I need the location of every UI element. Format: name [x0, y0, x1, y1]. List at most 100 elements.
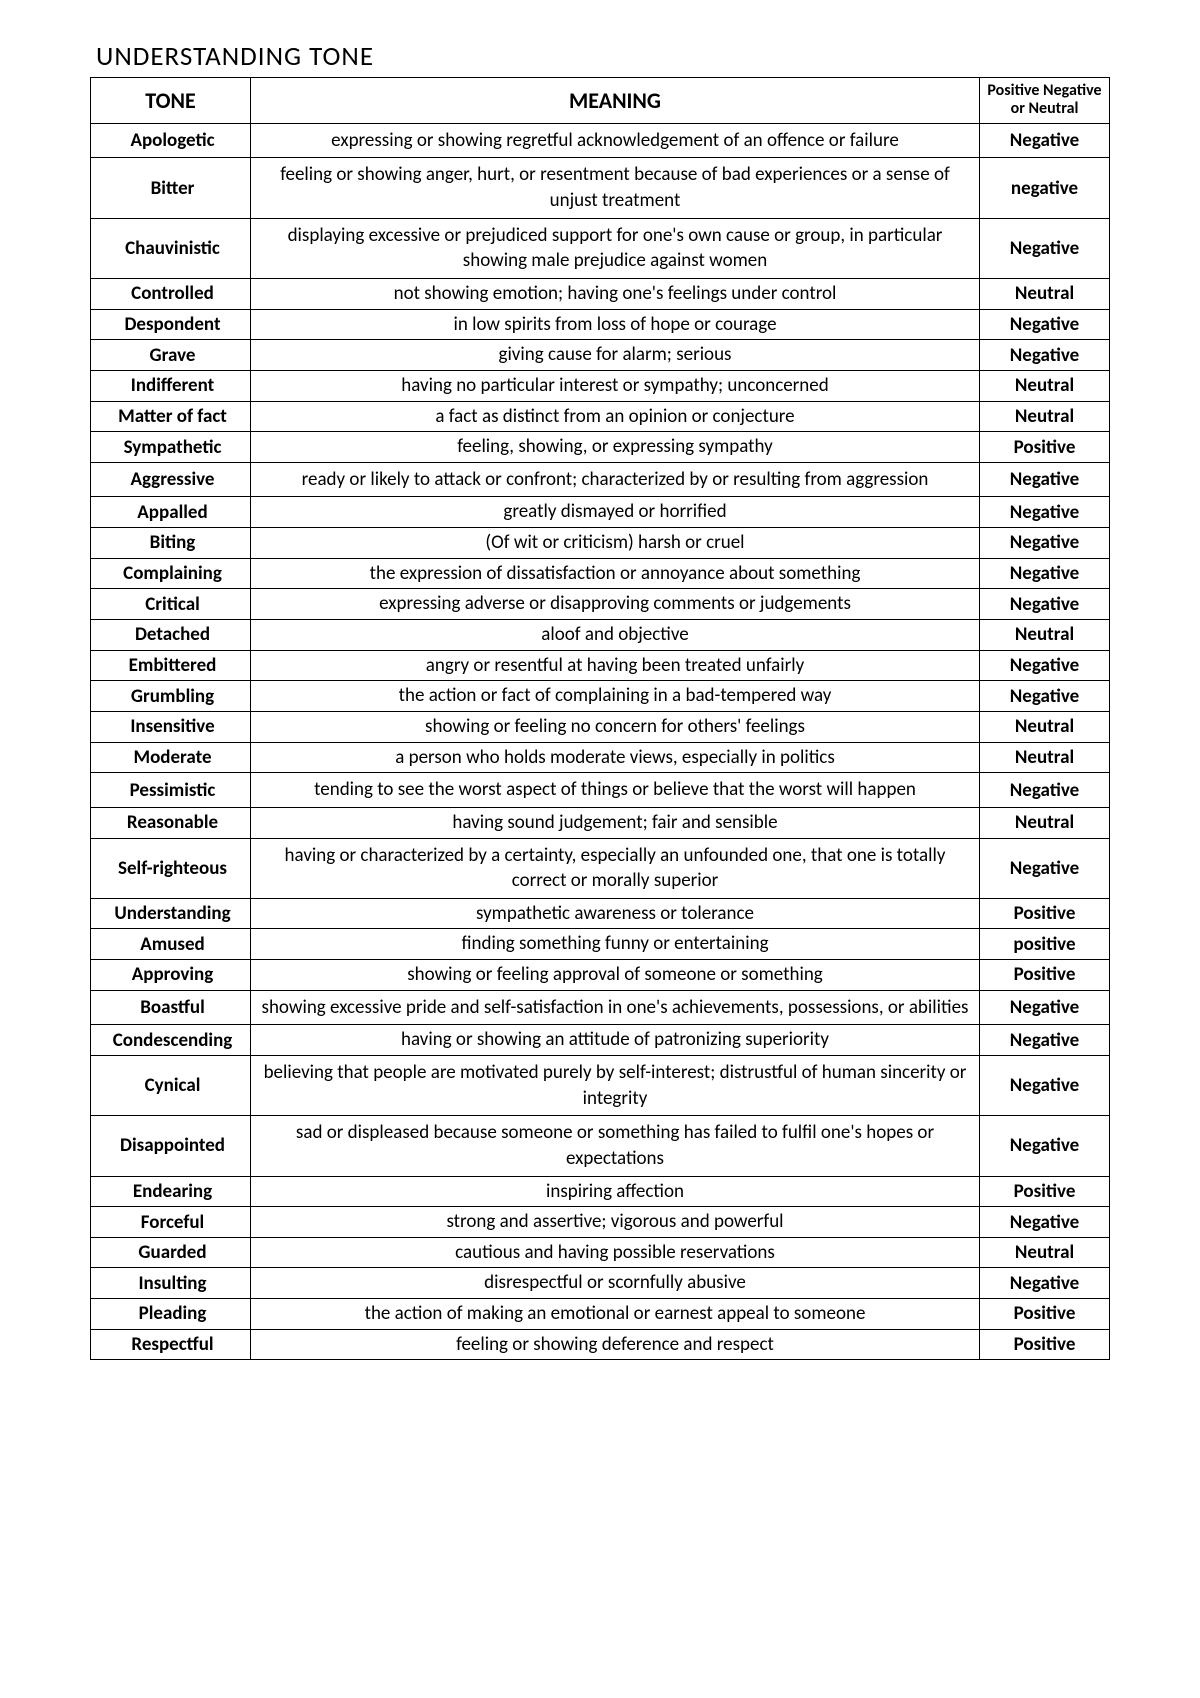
table-row: Appalledgreatly dismayed or horrifiedNeg…: [91, 497, 1110, 528]
table-row: Moderatea person who holds moderate view…: [91, 742, 1110, 773]
cell-meaning: cautious and having possible reservation…: [251, 1237, 980, 1268]
cell-class: negative: [980, 158, 1110, 218]
table-row: Condescendinghaving or showing an attitu…: [91, 1025, 1110, 1056]
cell-tone: Forceful: [91, 1207, 251, 1238]
table-row: Disappointedsad or displeased because so…: [91, 1116, 1110, 1176]
cell-class: Negative: [980, 309, 1110, 340]
table-row: Aggressiveready or likely to attack or c…: [91, 462, 1110, 497]
cell-meaning: expressing or showing regretful acknowle…: [251, 123, 980, 158]
cell-tone: Endearing: [91, 1176, 251, 1207]
cell-meaning: the action or fact of complaining in a b…: [251, 681, 980, 712]
cell-meaning: in low spirits from loss of hope or cour…: [251, 309, 980, 340]
table-row: Gravegiving cause for alarm; seriousNega…: [91, 340, 1110, 371]
cell-tone: Detached: [91, 620, 251, 651]
table-row: Pleadingthe action of making an emotiona…: [91, 1299, 1110, 1330]
table-row: Bitterfeeling or showing anger, hurt, or…: [91, 158, 1110, 218]
cell-class: Negative: [980, 1025, 1110, 1056]
table-row: Insensitiveshowing or feeling no concern…: [91, 711, 1110, 742]
cell-meaning: ready or likely to attack or confront; c…: [251, 462, 980, 497]
cell-class: Positive: [980, 1329, 1110, 1360]
cell-meaning: (Of wit or criticism) harsh or cruel: [251, 528, 980, 559]
cell-class: Negative: [980, 589, 1110, 620]
cell-meaning: finding something funny or entertaining: [251, 929, 980, 960]
cell-class: Positive: [980, 1176, 1110, 1207]
table-row: Insultingdisrespectful or scornfully abu…: [91, 1268, 1110, 1299]
cell-class: Negative: [980, 340, 1110, 371]
cell-tone: Boastful: [91, 990, 251, 1025]
cell-class: Neutral: [980, 807, 1110, 838]
cell-tone: Disappointed: [91, 1116, 251, 1176]
cell-class: Positive: [980, 432, 1110, 463]
table-row: Sympatheticfeeling, showing, or expressi…: [91, 432, 1110, 463]
table-row: Detachedaloof and objectiveNeutral: [91, 620, 1110, 651]
cell-class: Negative: [980, 1116, 1110, 1176]
table-row: Chauvinisticdisplaying excessive or prej…: [91, 218, 1110, 278]
cell-class: Negative: [980, 462, 1110, 497]
cell-meaning: showing excessive pride and self-satisfa…: [251, 990, 980, 1025]
table-row: Guardedcautious and having possible rese…: [91, 1237, 1110, 1268]
cell-meaning: the expression of dissatisfaction or ann…: [251, 558, 980, 589]
cell-tone: Condescending: [91, 1025, 251, 1056]
table-row: Embitteredangry or resentful at having b…: [91, 650, 1110, 681]
cell-tone: Reasonable: [91, 807, 251, 838]
table-row: Understandingsympathetic awareness or to…: [91, 898, 1110, 929]
cell-tone: Matter of fact: [91, 401, 251, 432]
cell-meaning: a person who holds moderate views, espec…: [251, 742, 980, 773]
cell-meaning: a fact as distinct from an opinion or co…: [251, 401, 980, 432]
table-row: Self-righteoushaving or characterized by…: [91, 838, 1110, 898]
page-title: UNDERSTANDING TONE: [96, 40, 1110, 73]
header-meaning: MEANING: [251, 78, 980, 124]
cell-meaning: expressing adverse or disapproving comme…: [251, 589, 980, 620]
cell-meaning: sad or displeased because someone or som…: [251, 1116, 980, 1176]
cell-tone: Insulting: [91, 1268, 251, 1299]
cell-meaning: disrespectful or scornfully abusive: [251, 1268, 980, 1299]
cell-meaning: not showing emotion; having one's feelin…: [251, 278, 980, 309]
cell-tone: Critical: [91, 589, 251, 620]
table-body: Apologeticexpressing or showing regretfu…: [91, 123, 1110, 1360]
cell-tone: Insensitive: [91, 711, 251, 742]
cell-meaning: having no particular interest or sympath…: [251, 370, 980, 401]
cell-tone: Biting: [91, 528, 251, 559]
cell-tone: Grave: [91, 340, 251, 371]
cell-tone: Sympathetic: [91, 432, 251, 463]
cell-meaning: displaying excessive or prejudiced suppo…: [251, 218, 980, 278]
cell-class: Neutral: [980, 1237, 1110, 1268]
cell-tone: Moderate: [91, 742, 251, 773]
table-row: Complainingthe expression of dissatisfac…: [91, 558, 1110, 589]
cell-class: Neutral: [980, 742, 1110, 773]
cell-tone: Pessimistic: [91, 773, 251, 808]
cell-tone: Indifferent: [91, 370, 251, 401]
table-row: Endearinginspiring affectionPositive: [91, 1176, 1110, 1207]
cell-class: Neutral: [980, 711, 1110, 742]
cell-class: Neutral: [980, 620, 1110, 651]
cell-class: Positive: [980, 898, 1110, 929]
cell-class: Negative: [980, 1207, 1110, 1238]
cell-tone: Bitter: [91, 158, 251, 218]
cell-class: Positive: [980, 960, 1110, 991]
cell-tone: Self-righteous: [91, 838, 251, 898]
cell-class: Negative: [980, 681, 1110, 712]
cell-tone: Grumbling: [91, 681, 251, 712]
header-class: Positive Negative or Neutral: [980, 78, 1110, 124]
table-row: Matter of facta fact as distinct from an…: [91, 401, 1110, 432]
cell-meaning: tending to see the worst aspect of thing…: [251, 773, 980, 808]
cell-class: Negative: [980, 218, 1110, 278]
table-row: Approvingshowing or feeling approval of …: [91, 960, 1110, 991]
cell-tone: Amused: [91, 929, 251, 960]
cell-class: Negative: [980, 1056, 1110, 1116]
cell-class: Negative: [980, 558, 1110, 589]
header-tone: TONE: [91, 78, 251, 124]
table-row: Reasonablehaving sound judgement; fair a…: [91, 807, 1110, 838]
cell-tone: Apologetic: [91, 123, 251, 158]
table-row: Apologeticexpressing or showing regretfu…: [91, 123, 1110, 158]
cell-class: Neutral: [980, 401, 1110, 432]
cell-meaning: feeling or showing anger, hurt, or resen…: [251, 158, 980, 218]
cell-class: Neutral: [980, 278, 1110, 309]
cell-meaning: giving cause for alarm; serious: [251, 340, 980, 371]
tone-table: TONE MEANING Positive Negative or Neutra…: [90, 77, 1110, 1360]
cell-meaning: strong and assertive; vigorous and power…: [251, 1207, 980, 1238]
table-row: Biting(Of wit or criticism) harsh or cru…: [91, 528, 1110, 559]
cell-class: Neutral: [980, 370, 1110, 401]
cell-meaning: believing that people are motivated pure…: [251, 1056, 980, 1116]
cell-class: Negative: [980, 838, 1110, 898]
